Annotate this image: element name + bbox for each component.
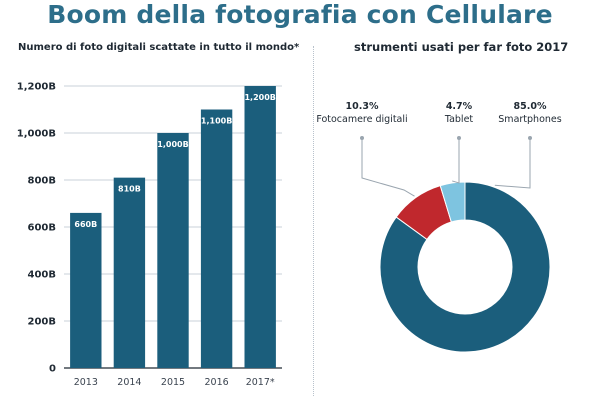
- slice-percent-label: 85.0%: [514, 101, 547, 112]
- donut-chart-title: strumenti usati per far foto 2017: [354, 40, 569, 54]
- bar-value-label: 810B: [118, 185, 141, 194]
- x-tick-label: 2014: [117, 377, 141, 388]
- bar: [157, 133, 189, 368]
- bar-value-label: 1,000B: [157, 140, 188, 149]
- x-tick-label: 2015: [161, 377, 185, 388]
- slice-name-label: Smartphones: [498, 114, 561, 125]
- y-tick-label: 200B: [28, 317, 57, 328]
- x-tick-label: 2013: [74, 377, 98, 388]
- leader-dot: [528, 136, 532, 140]
- x-tick-label: 2017*: [246, 377, 275, 388]
- bar-value-label: 1,100B: [201, 117, 232, 126]
- y-tick-label: 600B: [28, 223, 57, 234]
- leader-line: [452, 138, 460, 184]
- donut-slice: [439, 181, 466, 223]
- y-tick-label: 0: [49, 364, 56, 375]
- bar-value-label: 660B: [74, 220, 97, 229]
- bar: [200, 109, 233, 368]
- x-tick-label: 2016: [205, 377, 229, 388]
- panel-divider: [313, 46, 314, 396]
- leader-dot: [457, 136, 461, 140]
- y-tick-label: 400B: [28, 270, 57, 281]
- y-tick-label: 1,200B: [17, 82, 56, 93]
- y-tick-label: 1,000B: [17, 129, 56, 140]
- y-tick-label: 800B: [28, 176, 57, 187]
- page-title: Boom della fotografia con Cellulare: [47, 0, 553, 29]
- slice-percent-label: 4.7%: [446, 101, 473, 112]
- slice-percent-label: 10.3%: [346, 101, 379, 112]
- bar: [244, 86, 276, 368]
- leader-line: [361, 138, 415, 197]
- bar-value-label: 1,200B: [244, 93, 275, 102]
- bar-chart-title: Numero di foto digitali scattate in tutt…: [18, 42, 300, 53]
- leader-line: [494, 138, 531, 189]
- bar: [113, 177, 146, 368]
- leader-dot: [360, 136, 364, 140]
- bar: [70, 212, 102, 368]
- donut-slice: [379, 181, 551, 353]
- slice-name-label: Tablet: [444, 114, 474, 125]
- slice-name-label: Fotocamere digitali: [316, 114, 407, 125]
